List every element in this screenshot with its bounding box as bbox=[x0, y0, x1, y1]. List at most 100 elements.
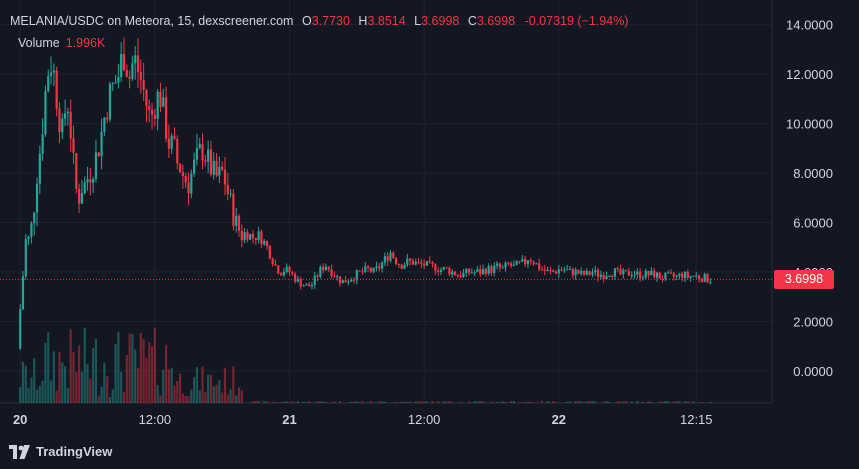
volume-bar bbox=[327, 402, 330, 403]
candle-body bbox=[566, 269, 569, 271]
volume-bar bbox=[568, 401, 572, 403]
candle-body bbox=[434, 264, 437, 271]
candle-body bbox=[19, 309, 22, 349]
candle-body bbox=[361, 271, 364, 273]
candle-body bbox=[641, 277, 645, 279]
candle-body bbox=[212, 161, 215, 175]
volume-bar bbox=[664, 401, 667, 403]
volume-bar bbox=[268, 402, 271, 403]
volume-bar bbox=[518, 402, 521, 403]
y-tick-label: 10.0000 bbox=[786, 117, 833, 132]
volume-bar bbox=[305, 401, 308, 403]
volume-bar bbox=[72, 352, 75, 403]
candle-body bbox=[672, 273, 675, 277]
volume-bar bbox=[678, 401, 681, 403]
candle-body bbox=[86, 179, 89, 183]
candle-body bbox=[254, 237, 257, 241]
volume-bar bbox=[63, 366, 67, 403]
volume-bar bbox=[577, 400, 580, 403]
candle-body bbox=[358, 270, 361, 272]
candle-body bbox=[63, 113, 67, 119]
candle-body bbox=[395, 257, 398, 265]
volume-bar bbox=[218, 380, 221, 403]
candle-body bbox=[476, 269, 479, 272]
candle-body bbox=[184, 175, 187, 183]
candle-body bbox=[257, 231, 260, 241]
candle-body bbox=[153, 114, 156, 119]
tradingview-logo-icon bbox=[9, 444, 30, 459]
volume-bar bbox=[372, 402, 375, 403]
y-tick-label: 0.0000 bbox=[793, 364, 833, 379]
candle-body bbox=[529, 260, 532, 262]
candle-body bbox=[72, 138, 75, 154]
volume-bar bbox=[100, 386, 103, 403]
volume-bar bbox=[190, 389, 193, 403]
candle-body bbox=[423, 263, 426, 266]
volume-bar bbox=[69, 329, 72, 403]
candle-body bbox=[190, 173, 193, 194]
volume-bar bbox=[27, 387, 30, 403]
candle-body bbox=[80, 193, 84, 204]
candle-body bbox=[397, 264, 400, 266]
candle-body bbox=[187, 182, 190, 194]
volume-bar bbox=[400, 401, 403, 403]
candle-body bbox=[538, 263, 541, 270]
candle-body bbox=[319, 266, 322, 277]
candle-body bbox=[549, 269, 552, 271]
candle-body bbox=[134, 55, 137, 64]
candle-body bbox=[664, 272, 667, 279]
candle-body bbox=[622, 269, 625, 275]
x-tick-label: 22 bbox=[552, 412, 566, 427]
volume-bar bbox=[142, 338, 145, 403]
candle-body bbox=[661, 278, 664, 280]
volume-bar bbox=[288, 402, 291, 403]
candle-body bbox=[571, 268, 574, 276]
y-tick-label: 12.0000 bbox=[786, 67, 833, 82]
candle-body bbox=[268, 246, 271, 259]
volume-bar bbox=[532, 402, 535, 403]
volume-bar bbox=[552, 401, 555, 403]
volume-bar bbox=[484, 402, 487, 403]
candle-body bbox=[630, 275, 633, 277]
volume-bar bbox=[83, 327, 86, 403]
candle-body bbox=[145, 89, 148, 106]
candle-body bbox=[375, 266, 378, 268]
volume-bar bbox=[285, 401, 288, 403]
volume-bar bbox=[176, 380, 179, 403]
volume-bar bbox=[608, 401, 611, 403]
volume-bar bbox=[139, 332, 142, 403]
candle-body bbox=[207, 149, 210, 162]
volume-bar bbox=[510, 400, 513, 403]
candle-body bbox=[439, 269, 443, 272]
volume-bar bbox=[338, 401, 342, 403]
candle-body bbox=[302, 285, 305, 287]
volume-bar bbox=[92, 348, 95, 403]
volume-bar bbox=[630, 401, 633, 403]
close-label: C bbox=[467, 14, 477, 28]
candle-body bbox=[33, 212, 36, 224]
candle-body bbox=[142, 79, 145, 90]
volume-bar bbox=[616, 401, 619, 403]
volume-bar bbox=[263, 400, 266, 403]
candle-body bbox=[66, 111, 69, 114]
candle-body bbox=[487, 266, 490, 275]
tradingview-attribution[interactable]: TradingView bbox=[9, 444, 112, 459]
candle-body bbox=[240, 230, 243, 241]
candle-body bbox=[647, 270, 650, 276]
volume-bar bbox=[150, 346, 154, 403]
candle-body bbox=[510, 263, 513, 266]
candle-body bbox=[470, 272, 473, 274]
volume-bar bbox=[358, 402, 361, 403]
candle-body bbox=[580, 271, 583, 274]
volume-bar bbox=[683, 401, 687, 403]
candle-body bbox=[125, 70, 128, 77]
candle-body bbox=[179, 163, 182, 173]
open-label: O bbox=[301, 14, 312, 28]
candle-body bbox=[201, 144, 204, 161]
candle-body bbox=[173, 135, 176, 139]
candle-body bbox=[515, 261, 518, 265]
candle-body bbox=[100, 131, 103, 157]
candle-body bbox=[678, 273, 681, 276]
